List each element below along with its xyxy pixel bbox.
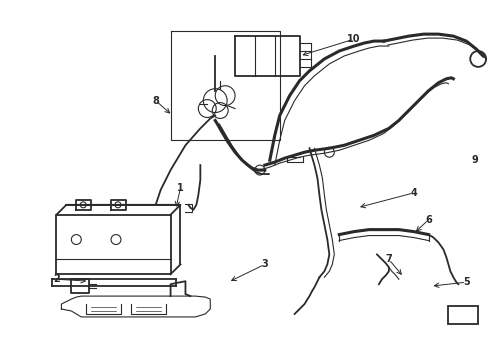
Text: 1: 1 — [177, 183, 183, 193]
Text: 5: 5 — [462, 277, 468, 287]
Text: 9: 9 — [471, 155, 478, 165]
Text: 8: 8 — [152, 96, 159, 105]
Text: 7: 7 — [385, 255, 391, 264]
Text: 6: 6 — [425, 215, 431, 225]
Text: 2: 2 — [53, 274, 60, 284]
Text: 4: 4 — [409, 188, 416, 198]
Text: 10: 10 — [346, 34, 360, 44]
Text: 3: 3 — [261, 259, 268, 269]
